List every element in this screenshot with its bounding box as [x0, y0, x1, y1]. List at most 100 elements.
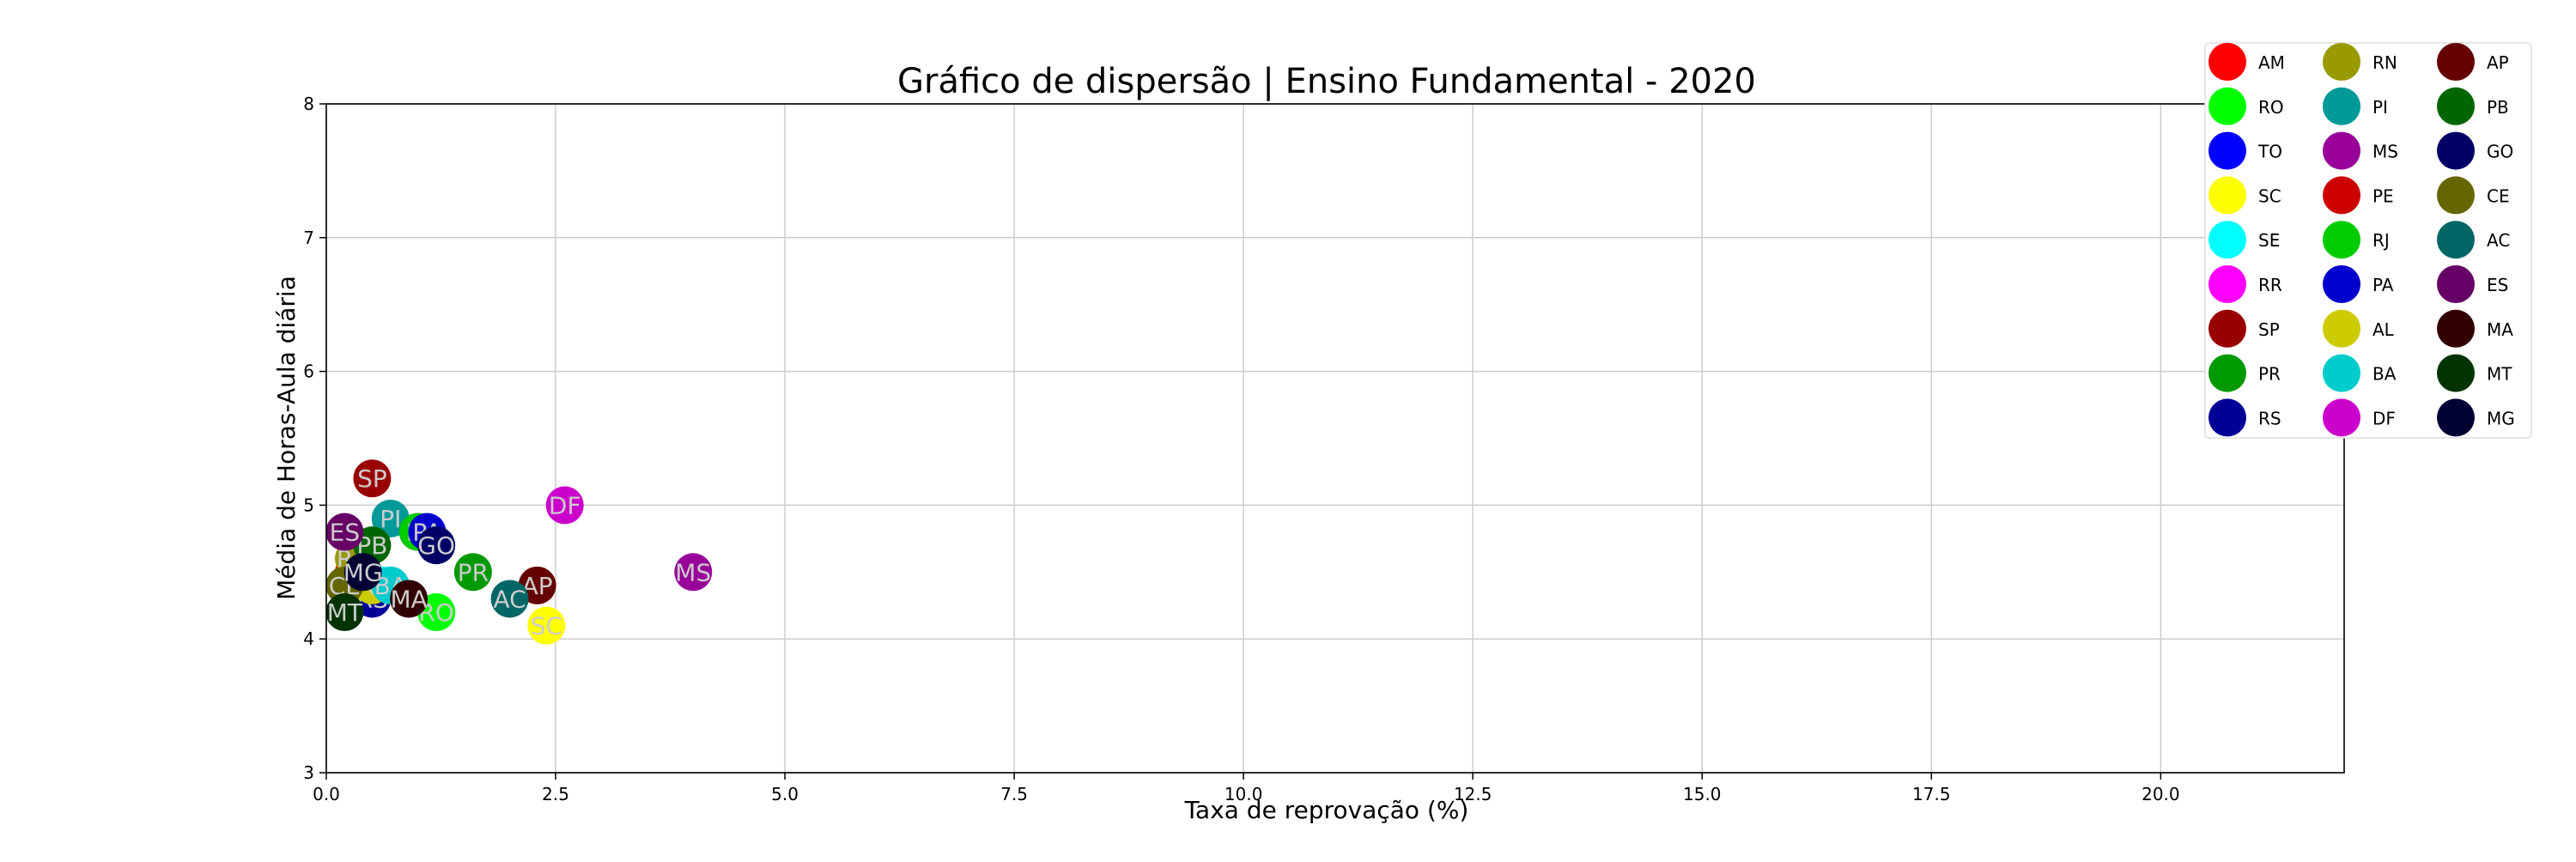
point-marker: [390, 580, 428, 618]
legend-label: SE: [2258, 230, 2280, 251]
point-label: SP: [357, 464, 387, 493]
point-label: AC: [494, 585, 526, 613]
y-tick-label: 3: [303, 762, 314, 783]
legend-label: SP: [2258, 319, 2280, 340]
legend-entry-rr: RR: [2208, 265, 2282, 303]
legend-marker: [2323, 309, 2360, 348]
point-label: PI: [380, 505, 401, 533]
legend-label: RJ: [2372, 230, 2390, 251]
legend-marker: [2437, 309, 2475, 348]
plot-frame: [325, 103, 2345, 774]
data-point-mg: MG: [343, 553, 383, 592]
legend-entry-ap: AP: [2437, 43, 2509, 81]
axis-ticks: 0.0 2.5 5.0 7.5 10.0 12.5 15.0 17.5 20.0 3 4 5 6 7 8: [303, 94, 2179, 804]
legend-marker: [2208, 265, 2246, 303]
point-marker: [353, 459, 392, 498]
data-point-pr: PR: [453, 553, 492, 592]
legend-label: RO: [2258, 97, 2284, 118]
data-point-ma: MA: [390, 580, 428, 618]
point-label: MG: [343, 558, 383, 586]
legend-marker: [2323, 87, 2360, 125]
legend-label: PA: [2372, 275, 2394, 295]
data-points: AMROTOSCSERRSPPRRSRNPIMSPERJPAALBADFAPPB…: [325, 459, 713, 645]
legend: AM RO TO SC SE RR SP PR RS RN PI MS PE RJ PA AL BA DF AP PB…: [2204, 42, 2532, 439]
data-point-mt: MT: [325, 593, 364, 632]
legend-marker: [2208, 43, 2246, 81]
legend-marker: [2437, 87, 2475, 125]
x-tick-label: 0.0: [313, 784, 340, 804]
point-label: MA: [390, 585, 427, 613]
point-label: SC: [531, 612, 562, 640]
legend-entry-mg: MG: [2437, 398, 2515, 437]
legend-entry-ce: CE: [2437, 176, 2510, 215]
legend-label: PE: [2372, 185, 2394, 206]
legend-label: RS: [2258, 408, 2281, 428]
point-label: DF: [549, 491, 581, 519]
point-label: ES: [330, 519, 360, 547]
legend-label: MG: [2487, 408, 2515, 428]
legend-marker: [2323, 354, 2360, 392]
legend-marker: [2323, 43, 2360, 81]
y-tick-label: 8: [303, 94, 314, 114]
x-tick-label: 15.0: [1683, 784, 1722, 804]
legend-label: BA: [2372, 364, 2397, 385]
legend-entry-df: DF: [2323, 398, 2396, 437]
legend-entry-sc: SC: [2208, 176, 2281, 215]
point-label: MT: [327, 598, 363, 627]
legend-label: PI: [2372, 97, 2388, 118]
legend-marker: [2208, 87, 2246, 125]
legend-marker: [2323, 131, 2360, 170]
data-point-ms: MS: [674, 553, 713, 592]
legend-label: RR: [2258, 275, 2282, 295]
legend-marker: [2437, 265, 2475, 303]
point-marker: [545, 486, 584, 525]
x-axis-label: Taxa de reprovação (%): [1184, 796, 1469, 824]
x-tick-label: 20.0: [2142, 784, 2180, 804]
legend-entry-rn: RN: [2323, 43, 2397, 81]
legend-marker: [2208, 354, 2246, 392]
point-marker: [417, 526, 456, 565]
chart-title: Gráfico de dispersão | Ensino Fundamenta…: [897, 62, 1756, 101]
legend-label: AM: [2258, 52, 2285, 73]
legend-label: SC: [2258, 185, 2281, 206]
legend-label: GO: [2487, 142, 2513, 162]
legend-entry-es: ES: [2437, 265, 2508, 303]
legend-entry-ro: RO: [2208, 87, 2284, 125]
legend-label: AC: [2487, 230, 2510, 251]
legend-label: PB: [2487, 97, 2509, 118]
point-marker: [453, 553, 492, 592]
data-point-es: ES: [325, 513, 364, 551]
y-axis-label: Média de Horas-Aula diária: [272, 276, 301, 600]
legend-marker: [2323, 221, 2360, 259]
legend-label: CE: [2487, 185, 2510, 206]
point-marker: [490, 580, 529, 618]
legend-marker: [2437, 176, 2475, 215]
point-label: GO: [417, 531, 455, 560]
point-marker: [527, 606, 566, 645]
x-tick-label: 7.5: [1000, 784, 1028, 804]
legend-entry-am: AM: [2208, 43, 2285, 81]
y-tick-label: 5: [303, 495, 314, 515]
legend-label: MA: [2487, 319, 2513, 340]
legend-marker: [2323, 398, 2360, 437]
x-tick-label: 5.0: [771, 784, 799, 804]
legend-label: AL: [2372, 319, 2395, 340]
point-marker: [325, 513, 364, 551]
point-marker: [674, 553, 713, 592]
legend-label: ES: [2487, 275, 2508, 295]
legend-entry-se: SE: [2208, 221, 2280, 259]
x-tick-label: 10.0: [1224, 784, 1263, 804]
x-tick-label: 17.5: [1912, 784, 1951, 804]
legend-entry-al: AL: [2323, 309, 2395, 348]
data-point-go: GO: [417, 526, 456, 565]
legend-label: DF: [2372, 408, 2396, 428]
legend-marker: [2208, 309, 2246, 348]
legend-marker: [2208, 398, 2246, 437]
data-point-sc: SC: [527, 606, 566, 645]
legend-entry-ac: AC: [2437, 221, 2510, 259]
y-tick-label: 4: [303, 628, 314, 649]
legend-label: TO: [2257, 142, 2282, 162]
legend-entry-go: GO: [2437, 131, 2513, 170]
